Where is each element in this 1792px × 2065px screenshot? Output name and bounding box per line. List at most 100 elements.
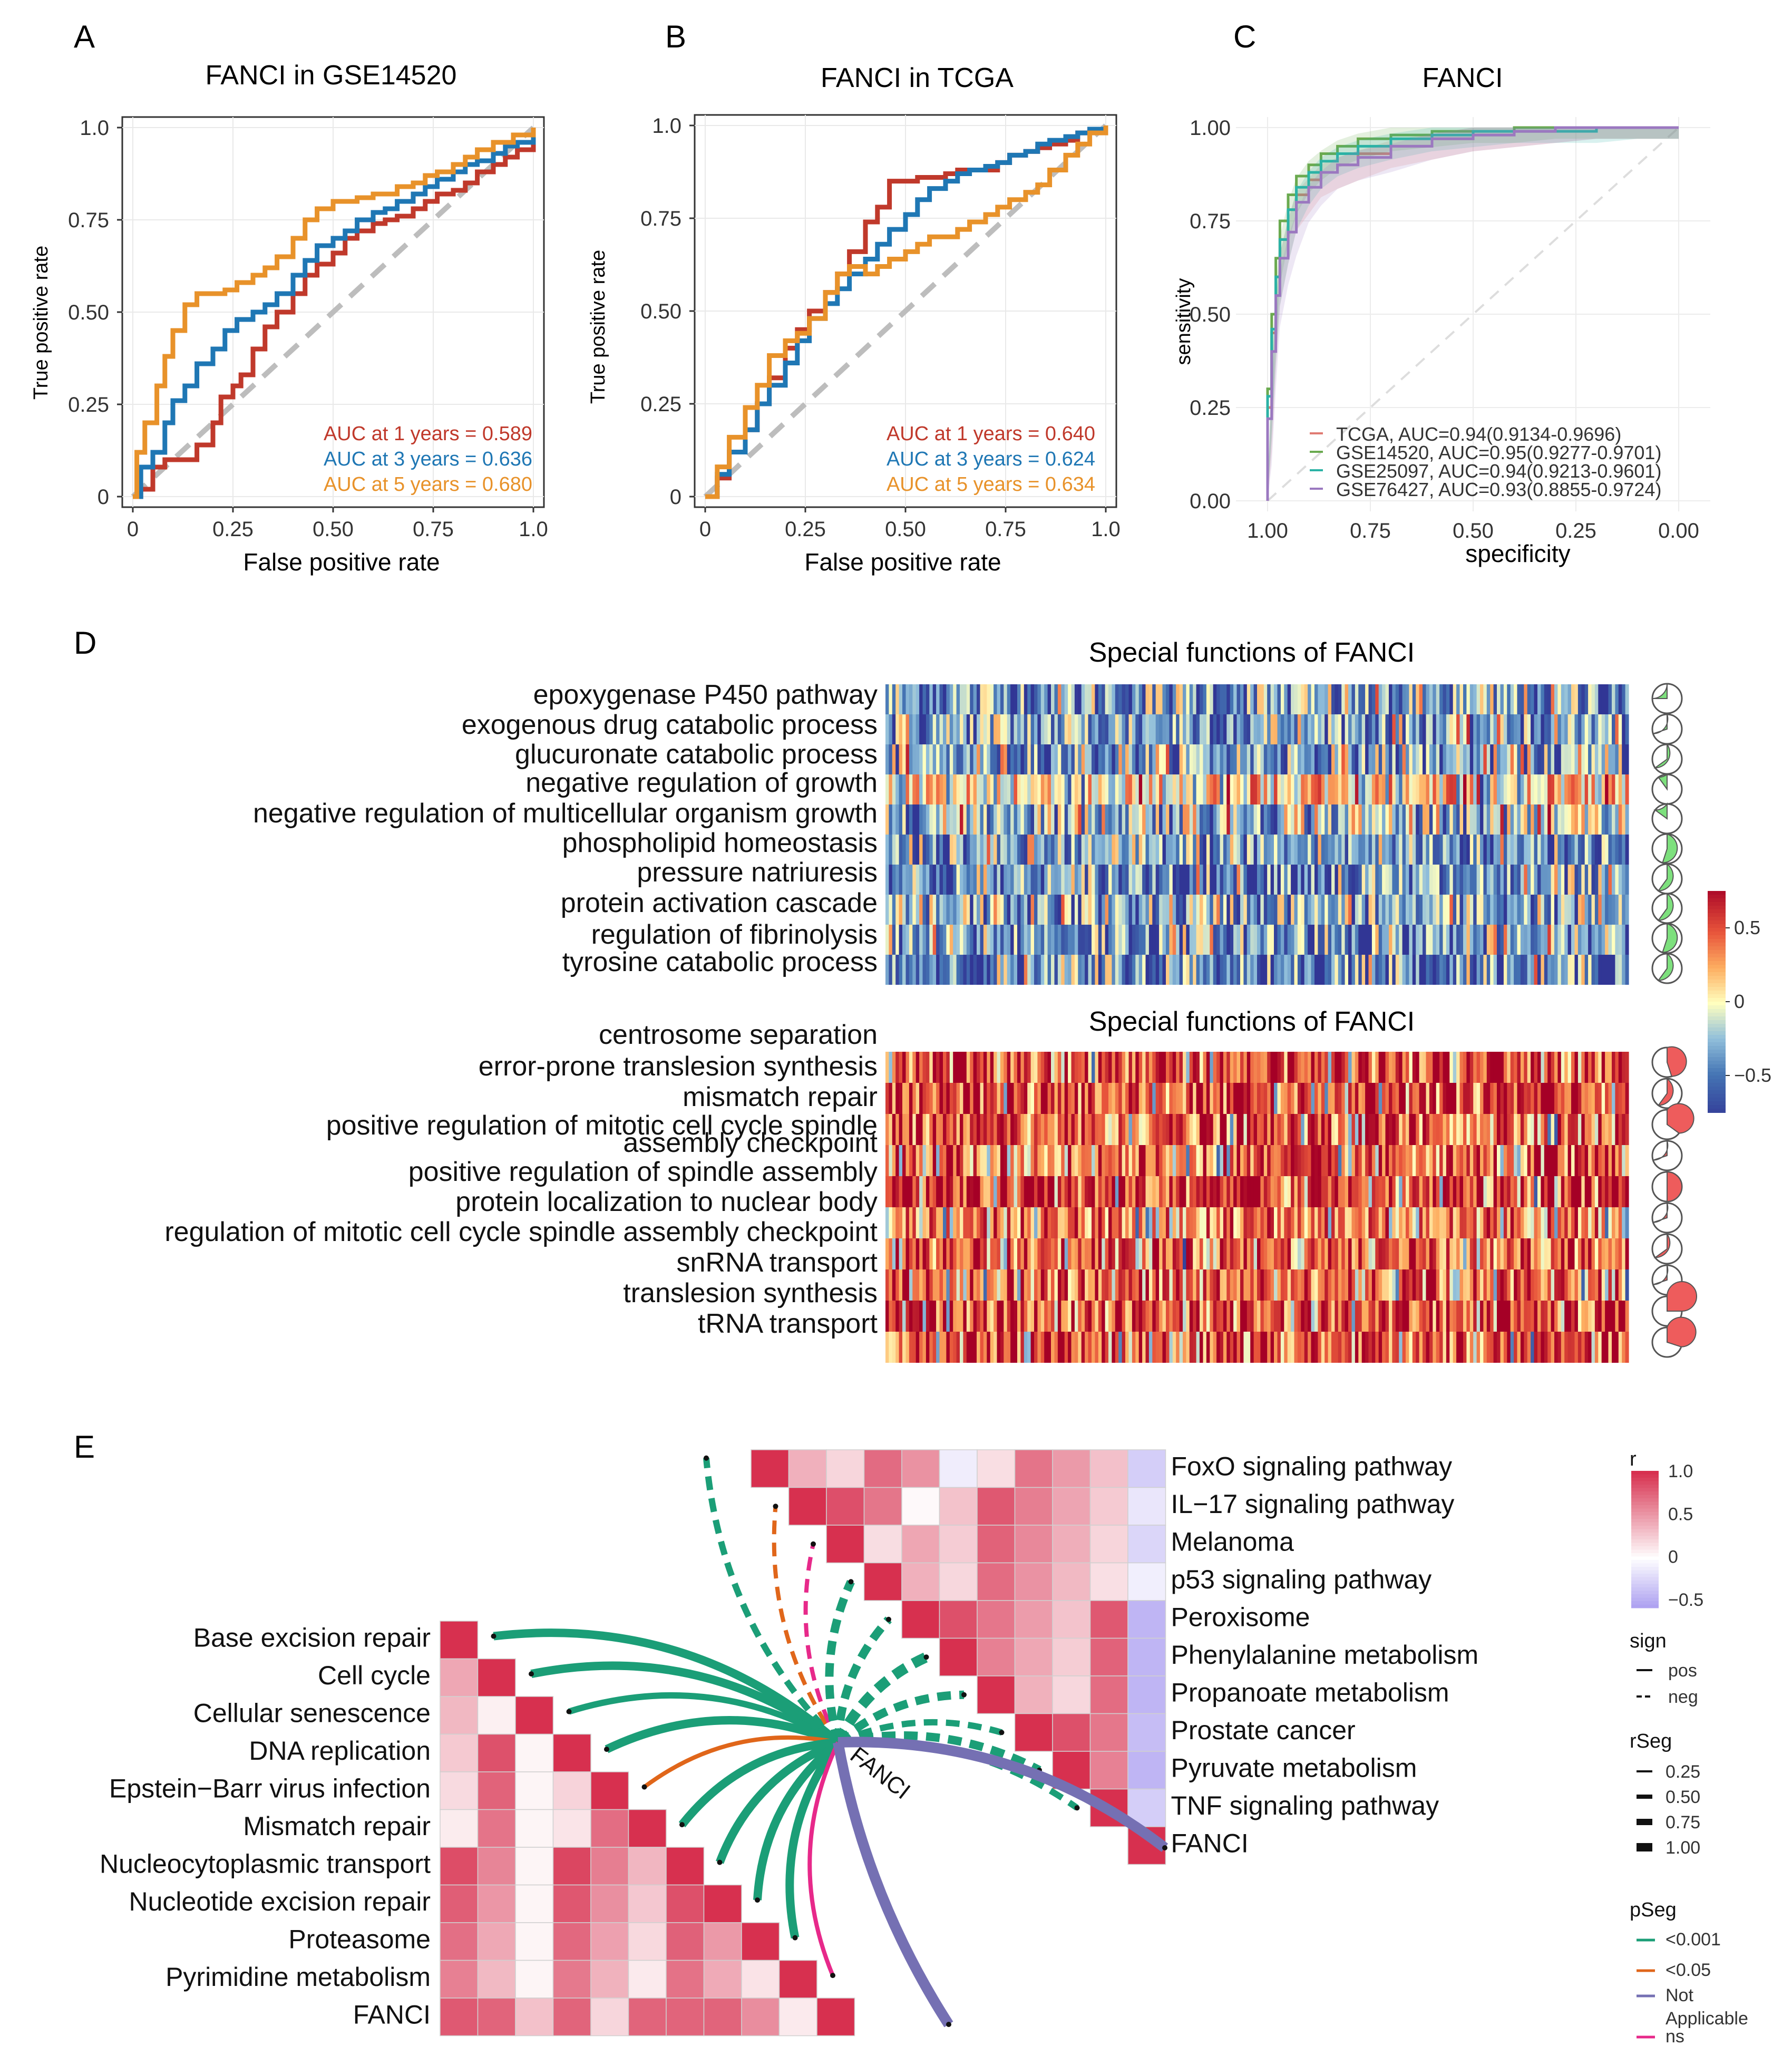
heatmap-cell bbox=[1071, 1052, 1075, 1083]
heatmap-cell bbox=[1301, 895, 1305, 925]
heatmap-cell bbox=[1423, 835, 1426, 865]
heatmap-cell bbox=[1345, 835, 1349, 865]
heatmap-cell bbox=[1591, 1207, 1595, 1238]
heatmap-cell bbox=[1051, 1052, 1055, 1083]
heatmap-cell bbox=[1402, 1332, 1406, 1363]
heatmap-cell bbox=[1142, 1269, 1146, 1301]
heatmap-cell bbox=[1406, 774, 1409, 804]
heatmap-cell bbox=[1591, 1269, 1595, 1301]
heatmap-cell bbox=[1128, 1114, 1133, 1145]
heatmap-cell bbox=[990, 744, 994, 774]
heatmap-cell bbox=[1324, 1238, 1329, 1269]
heatmap-cell bbox=[1419, 835, 1423, 865]
heatmap-cell bbox=[1105, 804, 1109, 835]
heatmap-cell bbox=[1010, 1269, 1015, 1301]
heatmap-cell bbox=[1057, 835, 1061, 865]
legend-sign-item: pos bbox=[1668, 1661, 1697, 1681]
heatmap-cell bbox=[1203, 835, 1207, 865]
heatmap-cell bbox=[1210, 714, 1214, 744]
heatmap-cell bbox=[1571, 804, 1575, 835]
heatmap-cell bbox=[946, 684, 950, 714]
heatmap-cell bbox=[889, 1207, 893, 1238]
heatmap-cell bbox=[1625, 1238, 1629, 1269]
heatmap-cell bbox=[1321, 1052, 1325, 1083]
heatmap-cell bbox=[1324, 1083, 1329, 1114]
heatmap-cell bbox=[1155, 865, 1160, 895]
heatmap-cell bbox=[1318, 1176, 1322, 1207]
heatmap-cell bbox=[1469, 865, 1474, 895]
heatmap-cell bbox=[1463, 1145, 1467, 1176]
heatmap-cell bbox=[1524, 1114, 1528, 1145]
heatmap-cell bbox=[1206, 774, 1210, 804]
heatmap-cell bbox=[1284, 835, 1288, 865]
heatmap-cell bbox=[1172, 925, 1176, 955]
heatmap-cell bbox=[1291, 1114, 1295, 1145]
correlation-cell bbox=[901, 1449, 940, 1488]
heatmap-cell bbox=[1612, 744, 1615, 774]
heatmap-cell bbox=[1125, 955, 1129, 985]
colorbar-segment bbox=[1708, 1079, 1726, 1083]
heatmap-cell bbox=[1389, 744, 1392, 774]
heatmap-cell bbox=[1301, 955, 1305, 985]
heatmap-cell bbox=[1186, 804, 1190, 835]
heatmap-cell bbox=[1230, 1332, 1234, 1363]
heatmap-cell bbox=[1152, 1145, 1156, 1176]
heatmap-cell bbox=[892, 1301, 896, 1332]
heatmap-cell bbox=[1443, 1145, 1447, 1176]
y-tick-label: 0.50 bbox=[640, 300, 681, 323]
heatmap-cell bbox=[1071, 1269, 1075, 1301]
heatmap-cell bbox=[1612, 955, 1615, 985]
heatmap-cell bbox=[905, 1145, 910, 1176]
colorbar-segment bbox=[1708, 1109, 1726, 1113]
heatmap-cell bbox=[1581, 774, 1585, 804]
heatmap-cell bbox=[1456, 1332, 1460, 1363]
heatmap-cell bbox=[1338, 774, 1342, 804]
heatmap-cell bbox=[1328, 684, 1332, 714]
heatmap-cell bbox=[916, 925, 920, 955]
heatmap-cell bbox=[1469, 895, 1474, 925]
heatmap-cell bbox=[1449, 865, 1454, 895]
heatmap-cell bbox=[916, 1052, 920, 1083]
heatmap-cell bbox=[1223, 835, 1227, 865]
heatmap-cell bbox=[1341, 1176, 1346, 1207]
heatmap-cell bbox=[1074, 1176, 1078, 1207]
heatmap-cell bbox=[1105, 895, 1109, 925]
heatmap-cell bbox=[1433, 1269, 1437, 1301]
heatmap-cell bbox=[1284, 1083, 1288, 1114]
heatmap-cell bbox=[1348, 1269, 1352, 1301]
heatmap-cell bbox=[1433, 895, 1437, 925]
heatmap-cell bbox=[1108, 804, 1112, 835]
heatmap-cell bbox=[1605, 774, 1609, 804]
heatmap-cell bbox=[1547, 1083, 1552, 1114]
heatmap-cell bbox=[1503, 1301, 1507, 1332]
heatmap-cell bbox=[1314, 865, 1318, 895]
heatmap-cell bbox=[1054, 684, 1058, 714]
heatmap-cell bbox=[1520, 714, 1524, 744]
heatmap-cell bbox=[1426, 1207, 1430, 1238]
heatmap-cell bbox=[1615, 774, 1619, 804]
heatmap-cell bbox=[1257, 774, 1261, 804]
heatmap-cell bbox=[1368, 1238, 1372, 1269]
heatmap-cell bbox=[1044, 1052, 1048, 1083]
heatmap-cell bbox=[1618, 1207, 1622, 1238]
heatmap-cell bbox=[1308, 1269, 1312, 1301]
heatmap-cell bbox=[905, 1176, 910, 1207]
heatmap-cell bbox=[1351, 925, 1356, 955]
heatmap-cell bbox=[1433, 1114, 1437, 1145]
heatmap-cell bbox=[1061, 1269, 1065, 1301]
heatmap-cell bbox=[1439, 895, 1444, 925]
heatmap-cell bbox=[916, 895, 920, 925]
heatmap-cell bbox=[1534, 1176, 1538, 1207]
heatmap-cell bbox=[1216, 835, 1221, 865]
heatmap-cell bbox=[1054, 714, 1058, 744]
heatmap-cell bbox=[919, 955, 923, 985]
heatmap-cell bbox=[932, 744, 937, 774]
heatmap-cell bbox=[1436, 1145, 1440, 1176]
heatmap-cell bbox=[1014, 714, 1018, 744]
heatmap-cell bbox=[1294, 1114, 1298, 1145]
heatmap-cell bbox=[1196, 774, 1200, 804]
heatmap-cell bbox=[1622, 1301, 1626, 1332]
heatmap-cell bbox=[1095, 1176, 1099, 1207]
heatmap-cell bbox=[1155, 1301, 1160, 1332]
heatmap-cell bbox=[1466, 835, 1470, 865]
